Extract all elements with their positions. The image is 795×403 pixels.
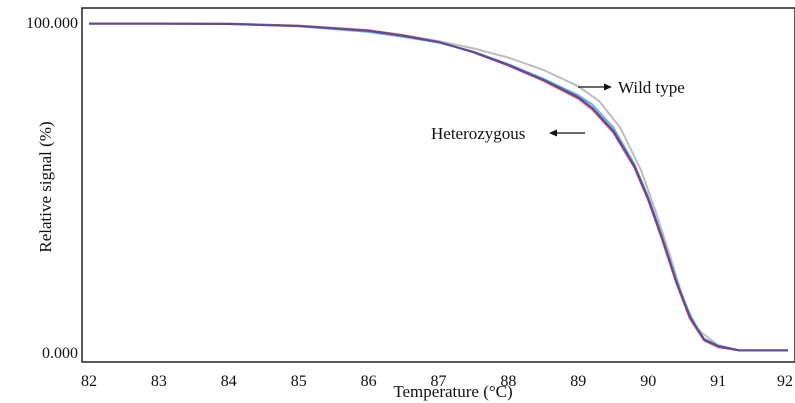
series-layer xyxy=(89,22,788,352)
heterozygous-arrowhead xyxy=(549,129,557,137)
x-tick-label: 92 xyxy=(777,373,793,390)
y-tick-labels: 0.000 100.000 xyxy=(26,15,78,362)
x-tick-label: 85 xyxy=(291,373,307,390)
x-tick-labels: 82 83 84 85 86 87 88 89 90 91 92 xyxy=(81,373,793,390)
x-tick-label: 86 xyxy=(361,373,377,390)
x-tick-label: 90 xyxy=(640,373,656,390)
x-tick-label: 89 xyxy=(570,373,586,390)
y-tick-label: 0.000 xyxy=(42,345,78,362)
y-tick-label: 100.000 xyxy=(26,15,78,32)
x-tick-label: 83 xyxy=(151,373,167,390)
x-tick-label: 82 xyxy=(81,373,97,390)
x-tick-label: 88 xyxy=(500,373,516,390)
series-line-4 xyxy=(89,22,788,352)
wild-type-arrowhead xyxy=(604,83,612,91)
x-tick-label: 91 xyxy=(710,373,726,390)
plot-frame xyxy=(81,7,795,363)
x-axis-label: Temperature (°C) xyxy=(393,382,512,401)
x-tick-label: 84 xyxy=(221,373,237,390)
annotation-wild-type: Wild type xyxy=(618,78,685,97)
y-axis-label: Relative signal (%) xyxy=(36,121,55,252)
annotation-heterozygous: Heterozygous xyxy=(431,124,525,143)
x-tick-label: 87 xyxy=(431,373,447,390)
